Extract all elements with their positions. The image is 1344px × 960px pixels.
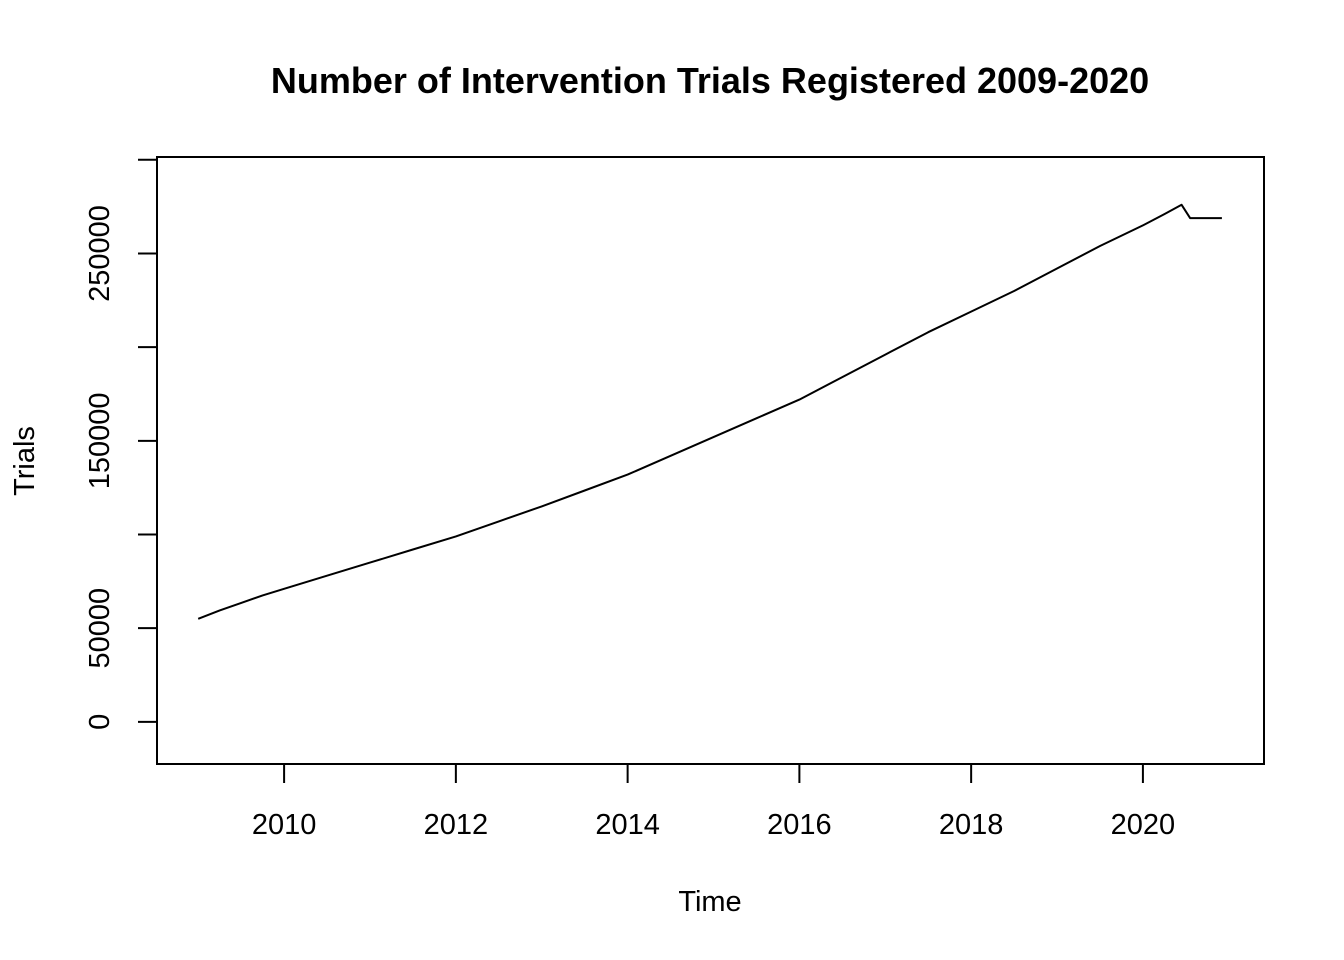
- chart-title: Number of Intervention Trials Registered…: [271, 60, 1149, 101]
- x-tick-label: 2020: [1111, 809, 1176, 841]
- y-tick-label: 250000: [84, 205, 116, 302]
- y-tick-label: 0: [84, 714, 116, 730]
- series-line: [197, 203, 1222, 620]
- y-tick-label: 50000: [84, 588, 116, 669]
- x-axis-label: Time: [678, 886, 741, 918]
- x-tick-label: 2010: [252, 809, 317, 841]
- y-axis-label: Trials: [9, 426, 41, 496]
- x-tick-label: 2014: [595, 809, 660, 841]
- series-layer: [197, 203, 1222, 620]
- x-tick-label: 2012: [424, 809, 489, 841]
- x-axis: 2010 2012 2014 2016 2018 2020: [252, 764, 1175, 841]
- x-tick-label: 2016: [767, 809, 832, 841]
- y-tick-label: 150000: [84, 392, 116, 489]
- x-tick-label: 2018: [939, 809, 1004, 841]
- plot-frame: [156, 156, 1265, 765]
- y-axis: 0 50000 150000 250000: [84, 158, 157, 730]
